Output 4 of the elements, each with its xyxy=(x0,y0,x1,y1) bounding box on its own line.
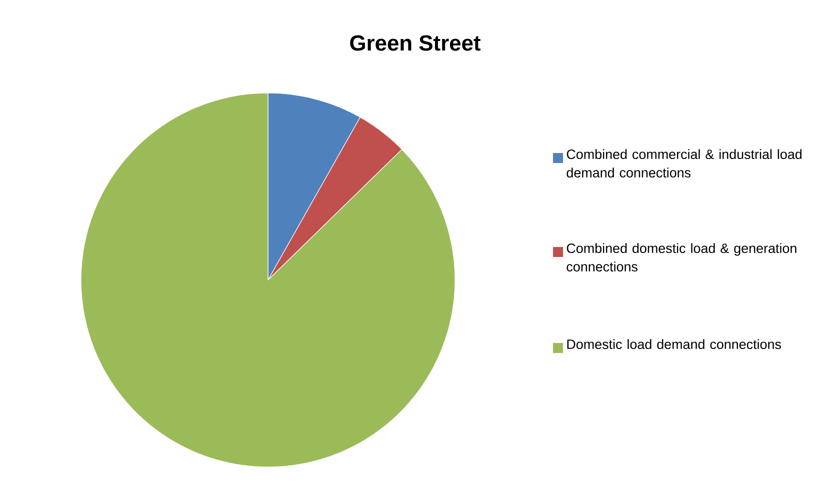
legend-label: Combined domestic load & generation connections xyxy=(566,243,796,272)
chart-title: Green Street xyxy=(350,35,480,51)
legend-label: Combined commercial & industrial load demand connections xyxy=(566,149,802,178)
legend-label: Domestic load demand connections xyxy=(567,339,781,350)
